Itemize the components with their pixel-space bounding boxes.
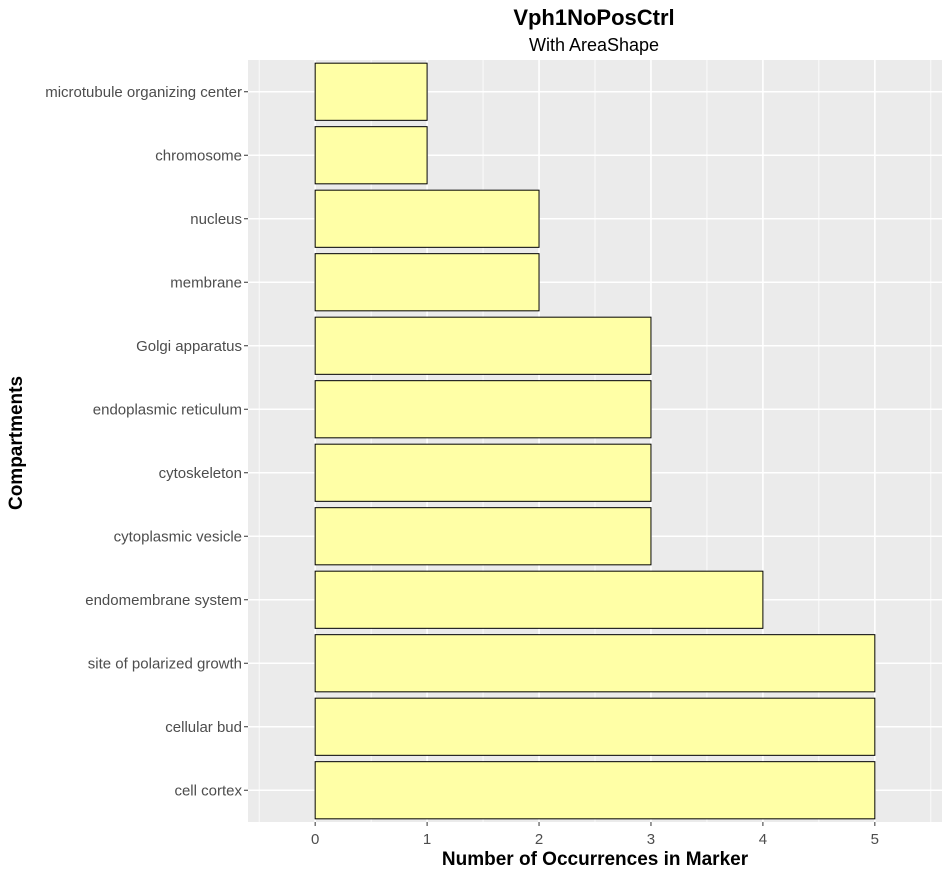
bar bbox=[314, 634, 876, 693]
y-axis-ticks: microtubule organizing center chromosome n… bbox=[45, 84, 248, 799]
y-tick-label: site of polarized growth bbox=[88, 655, 242, 672]
x-tick-label: 4 bbox=[759, 831, 767, 848]
chart-subtitle: With AreaShape bbox=[529, 35, 659, 55]
y-tick-label: cytoplasmic vesicle bbox=[114, 528, 242, 545]
y-tick-label: endoplasmic reticulum bbox=[93, 401, 242, 418]
bar bbox=[314, 697, 876, 756]
y-tick-label: cell cortex bbox=[174, 782, 242, 799]
x-tick-label: 1 bbox=[423, 831, 431, 848]
x-tick-label: 2 bbox=[535, 831, 543, 848]
y-tick-label: microtubule organizing center bbox=[45, 84, 242, 101]
y-tick-label: Golgi apparatus bbox=[136, 338, 242, 355]
y-tick-label: membrane bbox=[170, 274, 242, 291]
bar bbox=[314, 761, 876, 820]
bar bbox=[314, 443, 652, 502]
bar bbox=[314, 253, 540, 312]
bar bbox=[314, 570, 764, 629]
bar bbox=[314, 189, 540, 248]
bar bbox=[314, 316, 652, 375]
bars bbox=[314, 62, 876, 820]
x-axis-title: Number of Occurrences in Marker bbox=[442, 849, 749, 870]
y-tick-label: nucleus bbox=[190, 211, 242, 228]
x-tick-label: 3 bbox=[647, 831, 655, 848]
bar bbox=[314, 126, 428, 185]
bar bbox=[314, 62, 428, 121]
bar bbox=[314, 380, 652, 439]
x-tick-label: 5 bbox=[871, 831, 879, 848]
bar bbox=[314, 507, 652, 566]
chart-title: Vph1NoPosCtrl bbox=[513, 5, 674, 30]
y-axis-title: Compartments bbox=[6, 376, 27, 510]
x-axis-ticks: 0 1 2 3 4 5 bbox=[311, 822, 879, 848]
x-tick-label: 0 bbox=[311, 831, 319, 848]
y-tick-label: cytoskeleton bbox=[159, 465, 242, 482]
y-tick-label: cellular bud bbox=[165, 719, 242, 736]
y-tick-label: endomembrane system bbox=[85, 592, 242, 609]
y-tick-label: chromosome bbox=[155, 147, 242, 164]
